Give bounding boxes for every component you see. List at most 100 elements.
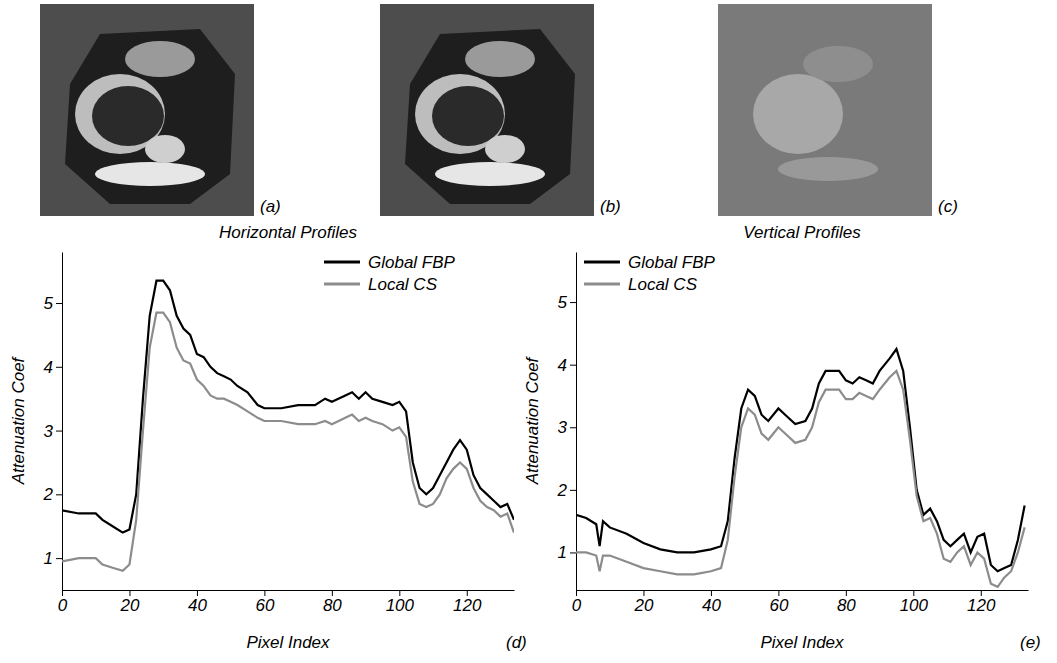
legend-swatch [324,283,360,286]
tick: 100 [386,590,415,615]
plot-area [576,349,1025,587]
tick-mark [56,494,62,495]
tick-label: 80 [837,596,856,615]
axis-line [62,253,63,591]
tick: 60 [769,590,788,615]
image-panel [380,4,594,216]
tick: 80 [323,590,342,615]
legend-swatch [584,283,620,286]
tick-mark [570,365,576,366]
tick-label: 2 [43,485,54,504]
image-body [405,29,575,204]
tick: 3 [558,418,576,437]
chart-title: Vertical Profiles [743,223,861,242]
image-background [40,4,254,216]
tick-mark [56,431,62,432]
tick: 80 [837,590,856,615]
tick: 100 [900,590,929,615]
tick: 0 [572,590,582,615]
image-organ [125,41,195,77]
tick: 120 [967,590,996,615]
tick-mark [570,427,576,428]
chart: Vertical Profiles02040608010012012345Pix… [523,223,1041,652]
tick: 1 [558,543,576,562]
tick-label: 4 [44,358,53,377]
chart: Horizontal Profiles 0 20 40 60 80 100 120 1 2 3 4 5 P… [9,223,527,652]
tick-label: 0 [572,596,582,615]
image-organ [145,135,185,163]
tick: 40 [702,590,721,615]
tick-mark [56,558,62,559]
image-organ [95,162,205,186]
tick: 5 [44,294,62,313]
tick: 120 [453,590,482,615]
plot-area [62,281,514,571]
tick-label: 60 [255,596,274,615]
legend-swatch [584,261,620,264]
tick-label: 40 [188,596,207,615]
tick-label: 2 [557,481,568,500]
x-axis-title: Pixel Index [246,633,330,652]
y-axis-title: Attenuation Coef [9,355,28,485]
tick-label: 3 [558,418,568,437]
legend: Global FBP Local CS [584,253,716,294]
tick-label: 1 [44,549,53,568]
legend-label: Local CS [368,275,438,294]
tick: 2 [557,481,576,500]
tick-mark [570,302,576,303]
image-organ [432,86,504,146]
tick-label: 3 [44,422,54,441]
tick-label: 5 [558,293,568,312]
tick-label: 120 [453,596,482,615]
image-panel [40,4,254,216]
y-axis: 1 2 3 4 5 [43,253,63,591]
series-line [62,313,514,571]
tick-label: 100 [900,596,929,615]
tick-label: 60 [769,596,788,615]
tick: 4 [44,358,62,377]
image-organ [485,135,525,163]
image-background [380,4,594,216]
tick: 3 [44,422,62,441]
image-organ [778,157,878,181]
axis-line [576,253,577,591]
tick-label: 20 [120,596,140,615]
panel-label: (b) [600,197,621,216]
series-line [62,281,514,533]
tick-label: 1 [558,543,567,562]
series-line [576,371,1025,587]
tick-mark [570,490,576,491]
image-panel [718,4,932,216]
tick: 2 [43,485,62,504]
tick-label: 0 [58,596,68,615]
image-body [65,29,235,204]
tick: 4 [558,356,576,375]
image-background [718,4,932,216]
tick: 20 [634,590,654,615]
legend-label: Local CS [628,275,698,294]
x-axis: 0 20 40 60 80 100 120 [572,590,1029,615]
panel-label: (a) [260,197,281,216]
tick-mark [56,367,62,368]
tick-label: 100 [386,596,415,615]
tick: 60 [255,590,274,615]
series-line [576,349,1025,571]
tick: 20 [120,590,140,615]
image-organ [92,86,164,146]
tick-label: 4 [558,356,567,375]
panel-label: (c) [938,197,958,216]
image-organ [803,46,873,82]
tick-mark [570,552,576,553]
tick-label: 80 [323,596,342,615]
y-axis-title: Attenuation Coef [523,355,542,485]
tick: 40 [188,590,207,615]
legend-swatch [324,261,360,264]
tick: 0 [58,590,68,615]
legend: Global FBP Local CS [324,253,456,294]
legend-label: Global FBP [628,253,716,272]
tick-label: 5 [44,294,54,313]
tick: 1 [44,549,62,568]
legend-label: Global FBP [368,253,456,272]
tick-mark [56,303,62,304]
chart-title: Horizontal Profiles [219,223,357,242]
